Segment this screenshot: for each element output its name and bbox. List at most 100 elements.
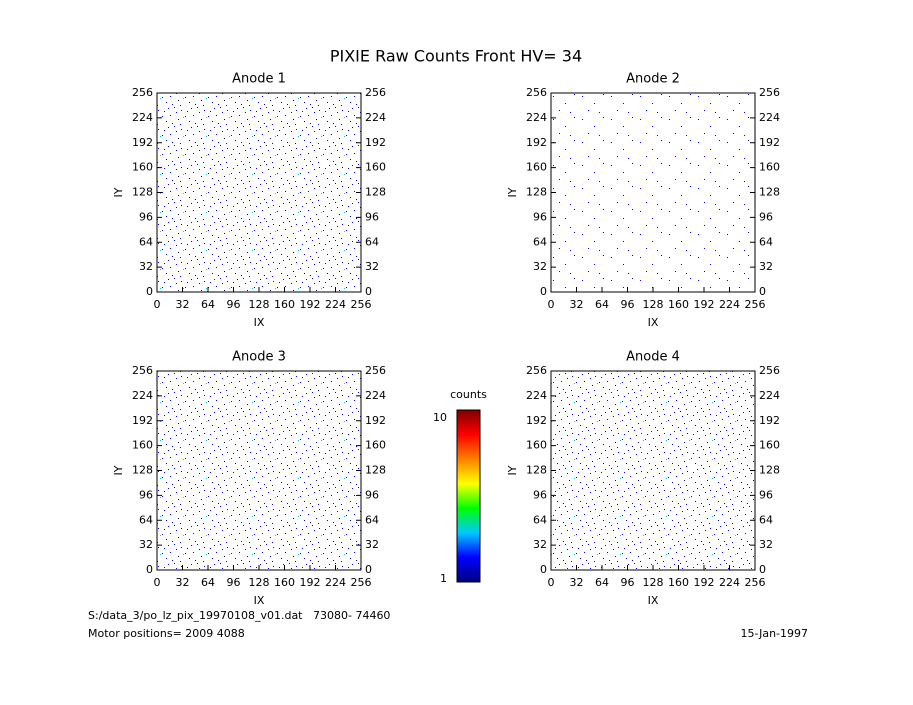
y-tick-label: 192 (132, 414, 153, 427)
y2-tick-label: 192 (365, 414, 386, 427)
x-tick-label: 224 (325, 576, 346, 589)
y-tick-label: 192 (526, 414, 547, 427)
x-tick-label: 160 (668, 576, 689, 589)
x-tick-label: 256 (351, 298, 372, 311)
panel-title: Anode 2 (626, 72, 680, 87)
y-tick-label: 160 (132, 161, 153, 174)
y2-tick-label: 160 (365, 439, 386, 452)
y2-tick-label: 256 (759, 364, 780, 377)
y2-tick-label: 64 (365, 513, 379, 526)
y2-tick-label: 64 (759, 235, 773, 248)
y-tick-label: 96 (533, 210, 547, 223)
panel-title: Anode 3 (232, 350, 286, 365)
y2-tick-label: 32 (365, 260, 379, 273)
y2-tick-label: 0 (365, 285, 372, 298)
x-tick-label: 160 (274, 298, 295, 311)
y-tick-label: 96 (533, 488, 547, 501)
y2-tick-label: 32 (365, 538, 379, 551)
y-tick-label: 0 (146, 563, 153, 576)
x-tick-label: 192 (694, 576, 715, 589)
y-tick-label: 96 (139, 488, 153, 501)
count-texture (157, 371, 361, 570)
y2-tick-label: 128 (365, 464, 386, 477)
footer-date: 15-Jan-1997 (741, 627, 809, 640)
y2-tick-label: 96 (759, 210, 773, 223)
y-tick-label: 0 (540, 563, 547, 576)
y-tick-label: 32 (139, 260, 153, 273)
colorbar-label: counts (450, 388, 487, 401)
y2-tick-label: 256 (365, 364, 386, 377)
y-tick-label: 0 (540, 285, 547, 298)
x-tick-label: 224 (719, 576, 740, 589)
y-tick-label: 224 (526, 111, 547, 124)
y2-tick-label: 192 (759, 414, 780, 427)
y-tick-label: 64 (533, 513, 547, 526)
y-tick-label: 128 (132, 464, 153, 477)
x-axis-label: IX (254, 316, 265, 329)
y2-tick-label: 160 (759, 161, 780, 174)
panel-title: Anode 4 (626, 350, 680, 365)
y2-tick-label: 32 (759, 538, 773, 551)
colorbar-tick-label: 1 (440, 572, 447, 585)
x-tick-label: 192 (694, 298, 715, 311)
y2-tick-label: 0 (365, 563, 372, 576)
y-tick-label: 160 (132, 439, 153, 452)
chart-title: PIXIE Raw Counts Front HV= 34 (330, 47, 582, 66)
count-texture (157, 93, 361, 292)
x-tick-label: 256 (745, 576, 766, 589)
x-tick-label: 32 (570, 576, 584, 589)
y-tick-label: 224 (526, 389, 547, 402)
y2-tick-label: 96 (365, 210, 379, 223)
panel-title: Anode 1 (232, 72, 286, 87)
y2-tick-label: 160 (759, 439, 780, 452)
y-tick-label: 256 (132, 364, 153, 377)
count-texture (551, 371, 755, 570)
y2-tick-label: 0 (759, 285, 766, 298)
x-tick-label: 64 (595, 298, 609, 311)
colorbar (456, 409, 481, 583)
y2-tick-label: 160 (365, 161, 386, 174)
x-tick-label: 128 (643, 298, 664, 311)
footer-motor: Motor positions= 2009 4088 (88, 627, 245, 640)
y2-tick-label: 64 (759, 513, 773, 526)
y2-tick-label: 96 (759, 488, 773, 501)
count-texture (551, 93, 755, 292)
y2-tick-label: 64 (365, 235, 379, 248)
y-tick-label: 64 (139, 513, 153, 526)
y2-tick-label: 256 (759, 86, 780, 99)
y-tick-label: 128 (526, 186, 547, 199)
y2-tick-label: 192 (365, 136, 386, 149)
x-tick-label: 192 (300, 576, 321, 589)
x-axis-label: IX (648, 594, 659, 607)
y-tick-label: 64 (533, 235, 547, 248)
x-tick-label: 96 (621, 298, 635, 311)
y2-tick-label: 0 (759, 563, 766, 576)
x-tick-label: 0 (154, 298, 161, 311)
y-tick-label: 192 (526, 136, 547, 149)
x-tick-label: 32 (176, 298, 190, 311)
y-tick-label: 32 (533, 260, 547, 273)
x-tick-label: 224 (325, 298, 346, 311)
x-axis-label: IX (254, 594, 265, 607)
x-tick-label: 0 (154, 576, 161, 589)
y-tick-label: 64 (139, 235, 153, 248)
y2-tick-label: 128 (365, 186, 386, 199)
y-tick-label: 256 (526, 86, 547, 99)
y2-tick-label: 224 (759, 111, 780, 124)
x-tick-label: 32 (176, 576, 190, 589)
y-tick-label: 224 (132, 389, 153, 402)
x-tick-label: 128 (249, 576, 270, 589)
y-tick-label: 192 (132, 136, 153, 149)
y2-tick-label: 96 (365, 488, 379, 501)
y-tick-label: 160 (526, 439, 547, 452)
y-tick-label: 256 (132, 86, 153, 99)
x-tick-label: 96 (227, 576, 241, 589)
y-tick-label: 0 (146, 285, 153, 298)
x-tick-label: 128 (643, 576, 664, 589)
x-tick-label: 32 (570, 298, 584, 311)
x-tick-label: 128 (249, 298, 270, 311)
x-tick-label: 96 (621, 576, 635, 589)
x-tick-label: 160 (274, 576, 295, 589)
x-tick-label: 256 (351, 576, 372, 589)
y-tick-label: 224 (132, 111, 153, 124)
